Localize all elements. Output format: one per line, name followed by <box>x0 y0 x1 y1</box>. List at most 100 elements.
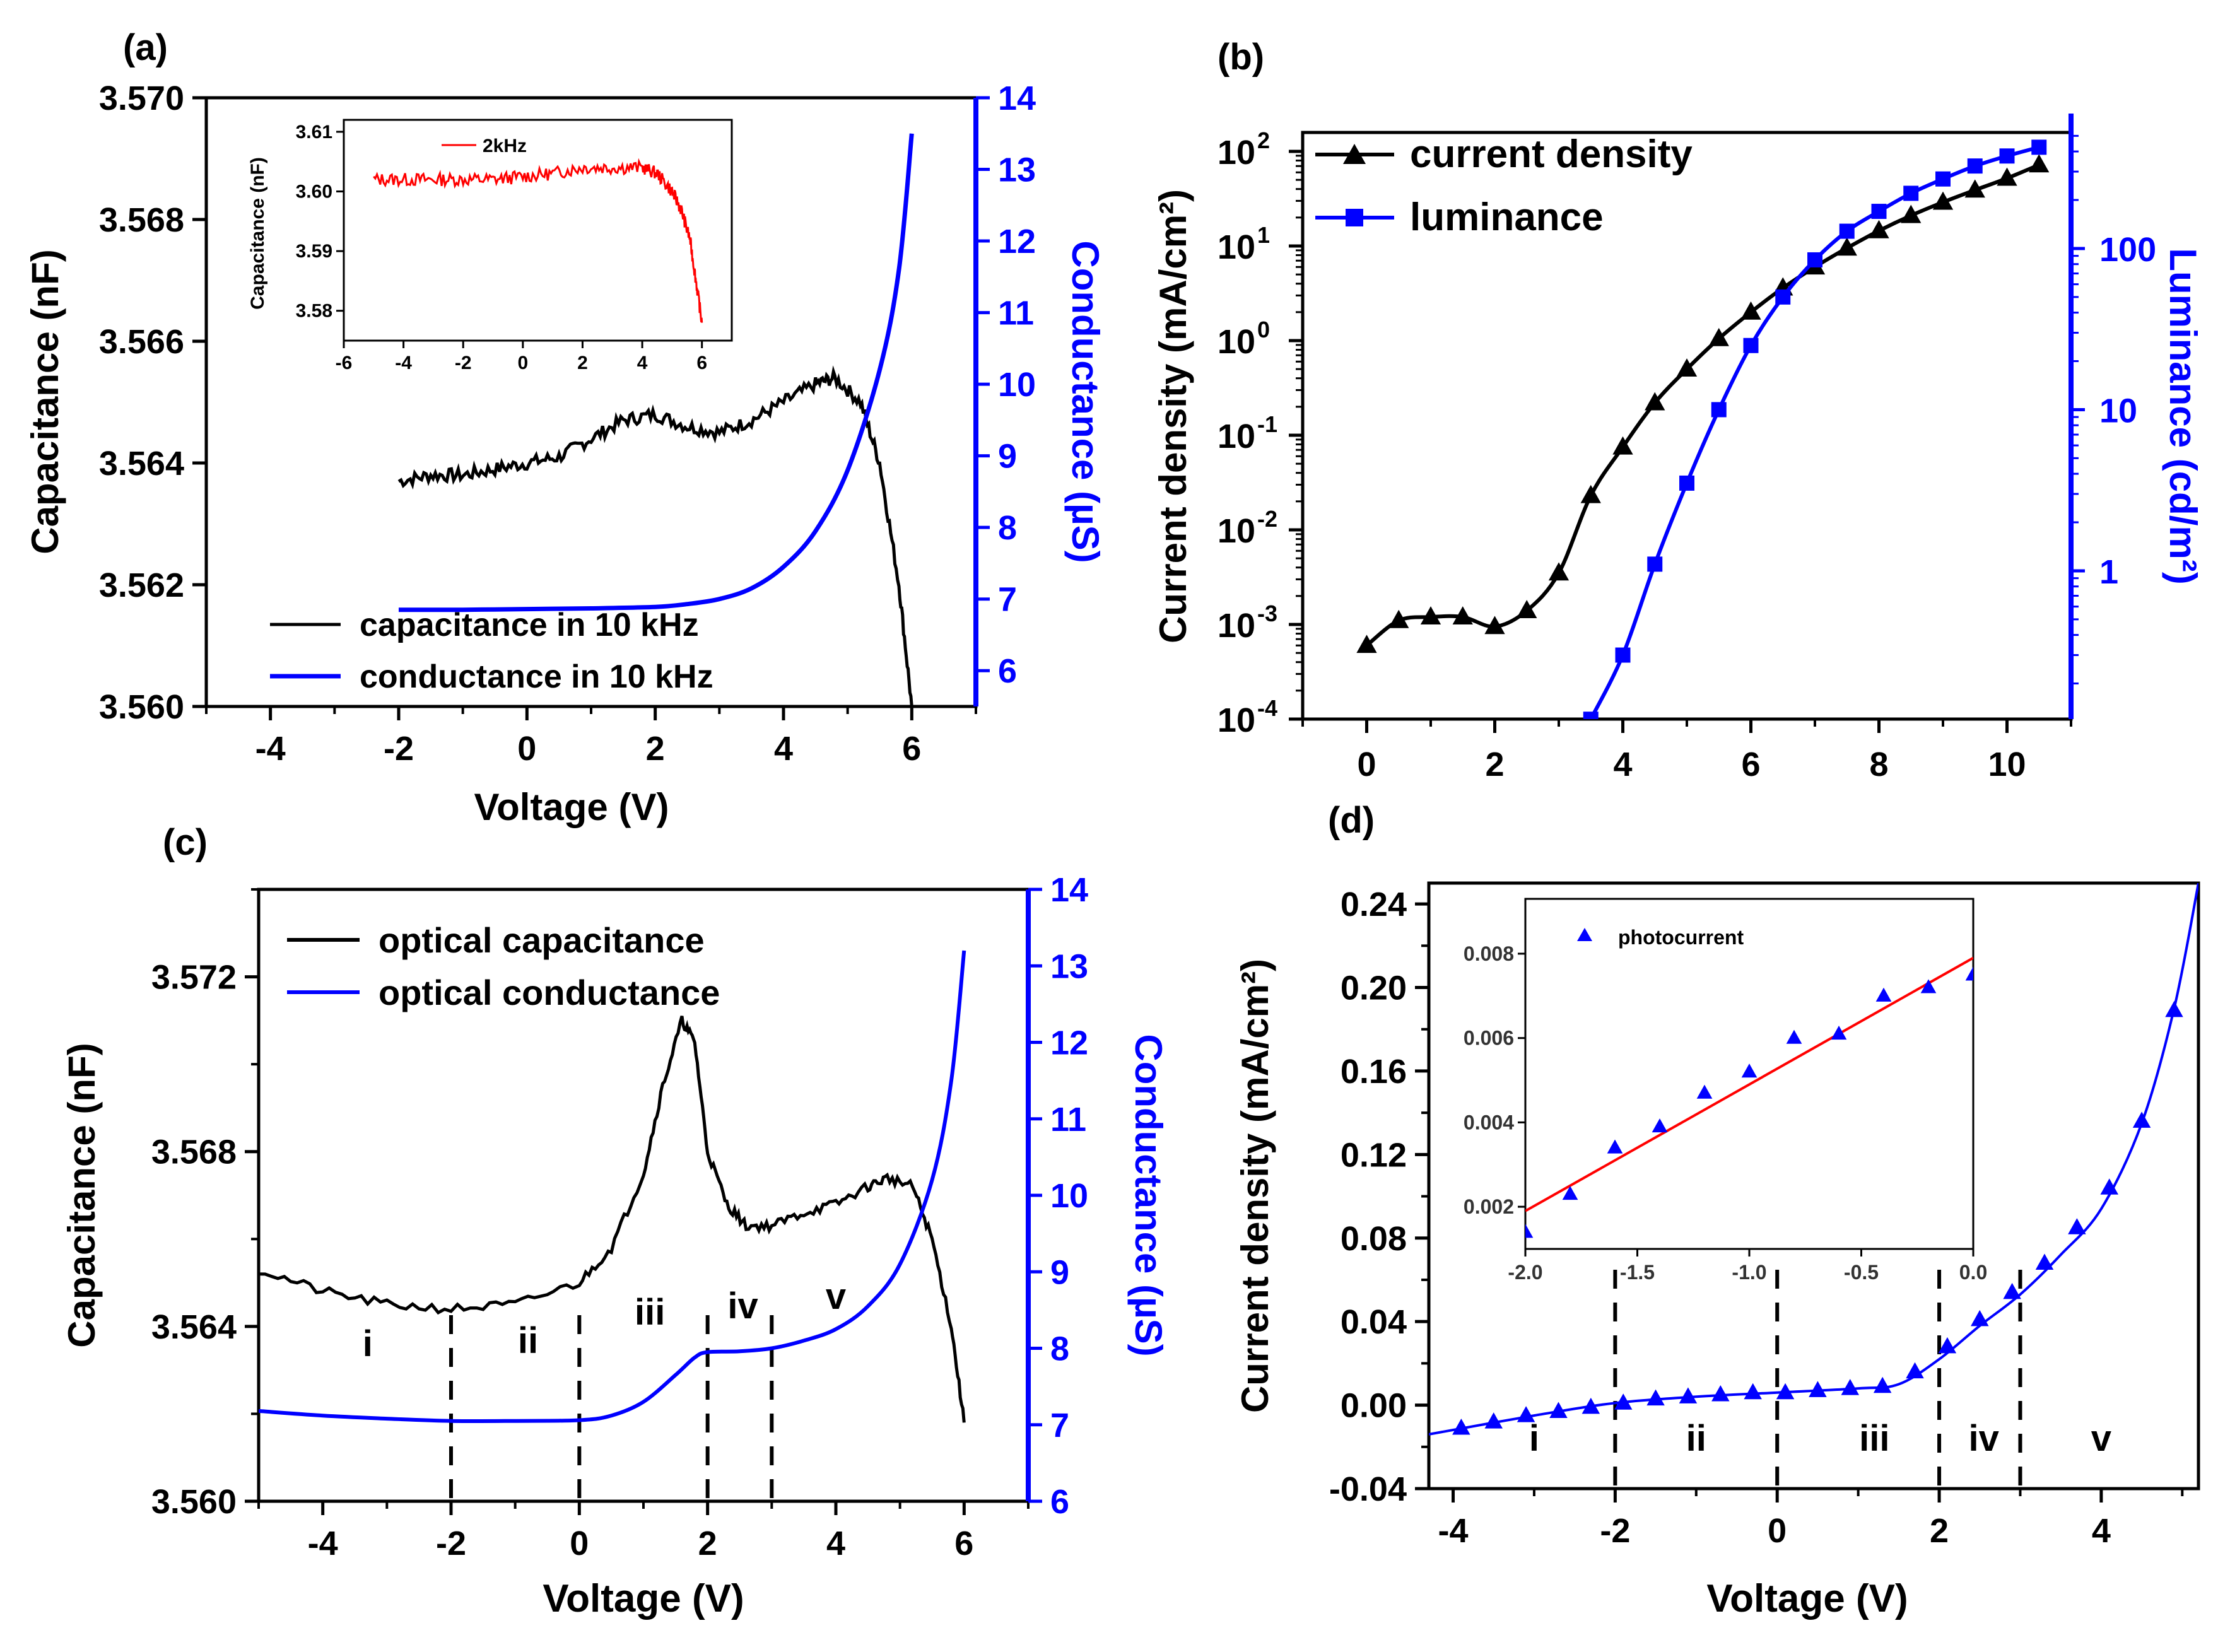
inset-x-tick-label: -2 <box>455 353 472 373</box>
panel-a-inset: -6 -4 -2 0 2 4 6 3.58 3.59 3.60 3.61 Capacitance (… <box>247 119 733 373</box>
panel-c-conductance-line <box>259 950 966 1424</box>
y-tick-label: 3.570 <box>99 79 184 117</box>
y-tick-label: 0.24 <box>1341 886 1407 923</box>
luminance-marker <box>1871 204 1887 220</box>
photocurrent-marker <box>1965 966 1973 981</box>
y-tick-exponent: 1 <box>1257 222 1270 248</box>
current-density-marker <box>1841 1379 1860 1395</box>
photocurrent-marker <box>1652 1118 1668 1133</box>
x-tick-label: -4 <box>1438 1512 1469 1550</box>
current-density-marker <box>2100 1178 2118 1195</box>
current-density-marker <box>1740 301 1761 320</box>
region-label-v: v <box>826 1276 846 1317</box>
inset-y-tick-label: 3.58 <box>296 301 332 322</box>
x-tick-label: -4 <box>308 1525 338 1562</box>
panel-d-inset: -2.0 -1.5 -1.0 -0.5 0.00.0020.0040.0060.008 … <box>1464 898 1987 1284</box>
panel-b-legend: current density luminance <box>1315 132 1693 239</box>
current-density-marker <box>2132 1111 2151 1128</box>
luminance-marker <box>1711 402 1727 418</box>
current-density-marker <box>1356 635 1377 653</box>
x-tick-label: 6 <box>1741 746 1760 783</box>
current-density-marker <box>1906 1362 1924 1379</box>
panel-a-legend: capacitance in 10 kHz conductance in 10 … <box>270 607 713 695</box>
photocurrent-marker <box>1741 1063 1758 1078</box>
y-tick-label: 3.560 <box>99 688 184 726</box>
inset-legend-photocurrent-label: photocurrent <box>1618 926 1744 949</box>
x-tick-label: 4 <box>826 1525 845 1562</box>
y2-tick-label: 6 <box>1050 1483 1069 1521</box>
y-tick-label: 0.00 <box>1341 1387 1407 1425</box>
panel-a-inset-ticks: -6 -4 -2 0 2 4 6 3.58 3.59 3.60 3.61 <box>296 122 707 373</box>
inset-x-tick-label: 0 <box>518 353 529 373</box>
y-tick-label: -0.04 <box>1329 1470 1407 1508</box>
panel-d: (d) -4 -2 0 2 4 -0.04 0.00 0.04 0.08 0.12 0.16 0.20… <box>1234 800 2200 1620</box>
current-density-marker <box>1484 616 1505 635</box>
legend-conductance-label: conductance in 10 kHz <box>360 659 713 695</box>
panel-c: (c) -4 -2 0 2 4 6 3.560 3.564 3.568 3.572 6 7 8 9 10 11… <box>61 822 1170 1620</box>
current-density-marker <box>1776 1383 1795 1400</box>
inset-y-tick-label: 0.004 <box>1464 1111 1514 1134</box>
y-tick-label: 3.560 <box>151 1483 237 1521</box>
region-label-iv: iv <box>1968 1418 1998 1459</box>
current-density-marker <box>1711 1385 1730 1402</box>
x-tick-label: 6 <box>954 1525 973 1562</box>
current-density-marker <box>1708 327 1729 346</box>
region-label-iii: iii <box>635 1292 665 1333</box>
y-tick-label: 3.562 <box>99 566 184 604</box>
current-density-marker <box>1964 179 1985 198</box>
current-density-marker <box>1873 1376 1892 1393</box>
luminance-marker <box>1583 712 1599 719</box>
y2-tick-label: 12 <box>998 223 1036 261</box>
panel-b-luminance-line <box>1589 145 2040 719</box>
y-tick-base: 10 <box>1218 418 1255 455</box>
y-tick-base: 10 <box>1218 134 1255 172</box>
x-tick-label: -2 <box>384 730 414 768</box>
panel-a: (a) -4 -2 0 2 4 6 3.560 3.562 3.564 3.566 3.568 3.5… <box>24 27 1106 828</box>
current-density-marker <box>1646 1389 1665 1406</box>
panel-d-regions: i ii iii iv v <box>1529 1262 2111 1485</box>
legend-current-density-label: current density <box>1410 132 1693 176</box>
y-tick-base: 10 <box>1218 323 1255 361</box>
y-tick-label: 0.12 <box>1341 1136 1407 1174</box>
y-tick-exponent: -2 <box>1257 506 1277 532</box>
panel-a-ticks: -4 -2 0 2 4 6 3.560 3.562 3.564 3.566 3.568 3.570 6 7… <box>99 79 1036 768</box>
photocurrent-marker <box>1525 1224 1534 1238</box>
inset-y-tick-label: 3.59 <box>296 241 332 262</box>
panel-a-capacitance-line <box>397 365 913 706</box>
y-tick-exponent: -1 <box>1257 411 1277 437</box>
photocurrent-marker <box>1831 1025 1847 1040</box>
current-density-marker <box>2029 154 2050 173</box>
y-tick-label: 0.16 <box>1341 1053 1407 1091</box>
panel-b-luminance-markers <box>1583 139 2047 719</box>
luminance-marker <box>1903 185 1919 201</box>
x-tick-label: -2 <box>436 1525 466 1562</box>
y-tick-label: 3.564 <box>151 1308 237 1346</box>
panel-c-capacitance-line <box>259 1016 966 1423</box>
panel-d-inset-fit-line <box>1525 956 1973 1212</box>
current-density-marker <box>1645 392 1665 411</box>
inset-y-tick-label: 0.006 <box>1464 1027 1514 1050</box>
current-density-marker <box>1388 609 1409 628</box>
current-density-marker <box>1517 1406 1535 1422</box>
current-density-marker <box>1420 606 1441 625</box>
x-tick-label: -4 <box>255 730 286 768</box>
panel-c-y2label: Conductance (µS) <box>1127 1034 1170 1356</box>
current-density-marker <box>1452 1419 1470 1435</box>
y2-tick-label: 100 <box>2099 231 2156 269</box>
luminance-marker <box>1999 148 2015 164</box>
legend-optical-conductance-label: optical conductance <box>379 973 720 1012</box>
luminance-marker <box>1743 337 1759 353</box>
y2-tick-label: 11 <box>998 295 1034 332</box>
x-tick-label: 0 <box>517 730 536 768</box>
panel-a-inset-2khz-line <box>373 158 703 323</box>
panel-c-legend: optical capacitance optical conductance <box>287 920 720 1012</box>
x-tick-label: 4 <box>774 730 793 768</box>
panel-b-ylabel: Current density (mA/cm²) <box>1152 189 1194 643</box>
photocurrent-marker <box>1696 1084 1713 1099</box>
inset-x-tick-label: 6 <box>696 353 707 373</box>
photocurrent-marker <box>1562 1186 1578 1200</box>
current-density-marker <box>1517 600 1537 618</box>
inset-y-tick-label: 0.002 <box>1464 1195 1514 1218</box>
x-tick-label: 4 <box>2092 1512 2111 1550</box>
